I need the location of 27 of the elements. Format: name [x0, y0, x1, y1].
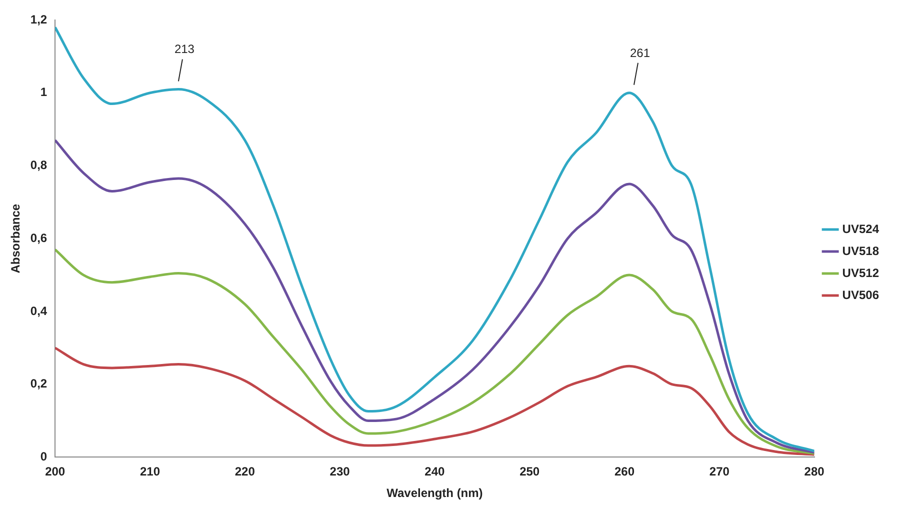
x-tick-label: 230 — [330, 464, 350, 479]
legend-label: UV512 — [842, 266, 880, 280]
annotation: 213 — [174, 42, 195, 56]
legend-label: UV506 — [842, 288, 880, 302]
y-tick-label: 0 — [40, 450, 48, 464]
y-tick-label: 0,2 — [30, 376, 48, 391]
x-tick-label: 250 — [520, 464, 540, 479]
line-series — [55, 26, 814, 452]
x-tick-label: 220 — [234, 464, 256, 479]
legend-label: UV518 — [842, 244, 880, 258]
y-axis-title: Absorbance — [8, 204, 23, 274]
legend-label: UV524 — [842, 222, 880, 236]
x-tick-label: 280 — [804, 464, 825, 479]
x-axis-title: Wavelength (nm) — [386, 486, 483, 500]
x-tick-label: 240 — [424, 464, 446, 479]
x-tick-label: 210 — [140, 464, 160, 479]
y-tick-label: 1 — [40, 85, 48, 100]
x-tick-label: 270 — [709, 464, 730, 479]
x-tick-label: 260 — [614, 464, 635, 479]
y-tick-label: 0,6 — [30, 230, 48, 245]
line-series — [55, 248, 814, 455]
y-tick-label: 1,2 — [30, 12, 48, 26]
y-tick-label: 0,4 — [30, 304, 48, 318]
line-series — [55, 138, 814, 454]
x-tick-label: 200 — [45, 464, 66, 479]
y-tick-label: 0,8 — [30, 158, 48, 172]
annotation: 261 — [630, 46, 650, 60]
